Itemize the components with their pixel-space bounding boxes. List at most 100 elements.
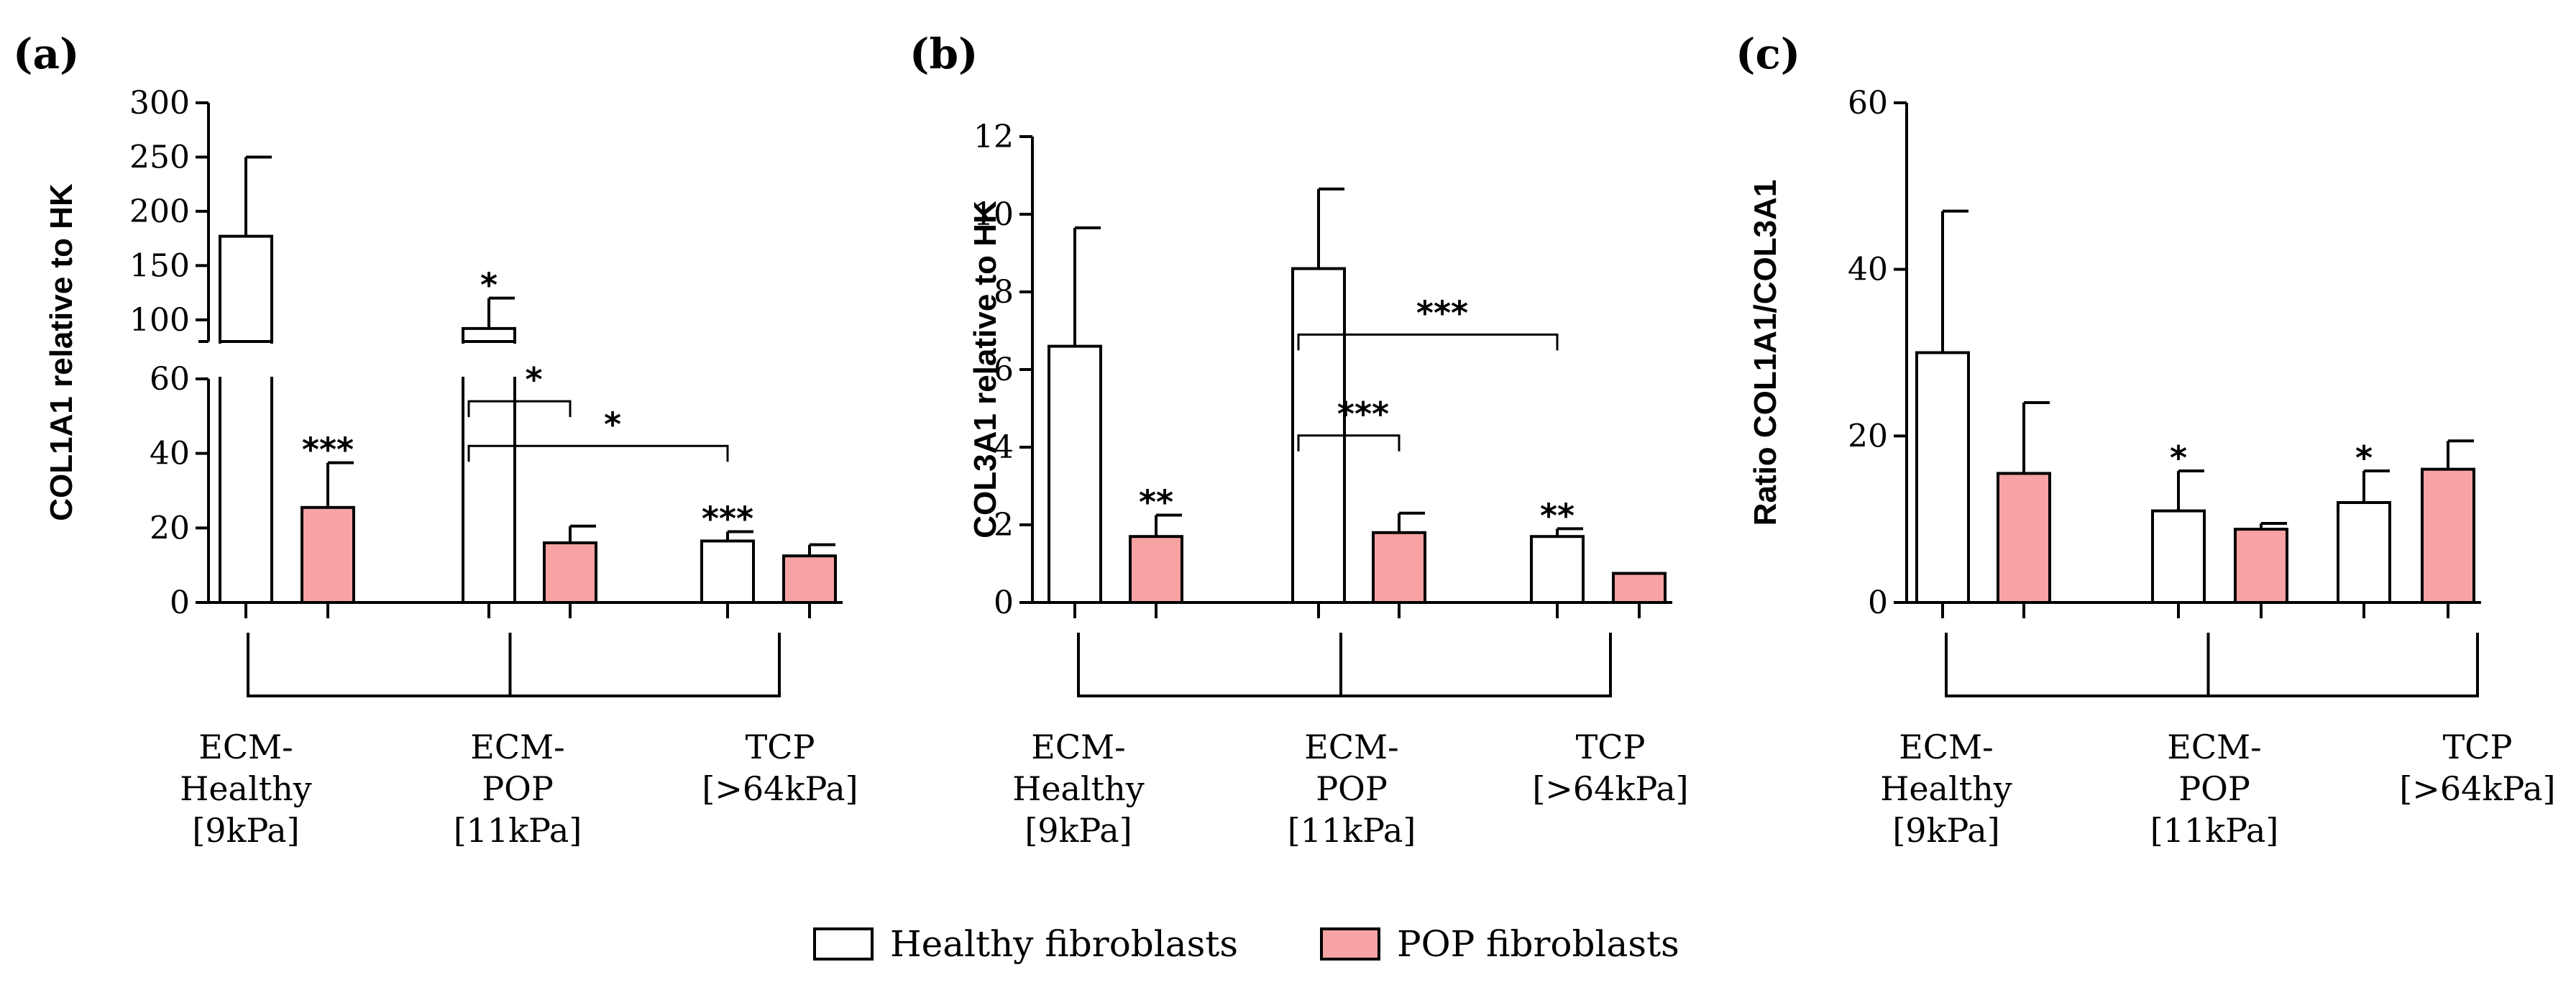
category-label-line: ECM- [1031, 728, 1125, 766]
comparison-bracket [1297, 434, 1401, 452]
category-label-line: TCP [746, 728, 815, 766]
bar-healthy [2337, 501, 2391, 604]
bar-pop [1129, 535, 1183, 605]
bar-healthy [700, 539, 755, 604]
category-label-line: Healthy [180, 769, 312, 808]
y-axis-label: COL3A1 relative to HK [968, 201, 1003, 538]
bar-healthy [1530, 535, 1585, 605]
y-tick-label: 6 [994, 352, 1014, 388]
panel-b: (b)COL3A1 relative to HK024681012*******… [909, 29, 1689, 850]
comparison-marker: *** [1416, 293, 1468, 332]
y-axis-label: Ratio COL1A1/COL3A1 [1748, 180, 1783, 526]
significance-marker: *** [302, 431, 354, 469]
axis-break-gap [217, 344, 275, 377]
category-label-line: [9kPa] [192, 811, 299, 850]
legend: Healthy fibroblasts POP fibroblasts [813, 923, 1679, 965]
bar-pop [2421, 467, 2475, 605]
y-tick-label: 150 [129, 247, 190, 284]
category-label: ECM-Healthy [9kPa] [1012, 728, 1145, 850]
legend-swatch-pop [1320, 927, 1380, 961]
y-axis-label: COL1A1 relative to HK [44, 183, 79, 521]
category-label-line: [>64kPa] [702, 769, 858, 808]
y-tick-label: 250 [129, 139, 190, 175]
category-label-line: [11kPa] [454, 811, 582, 850]
y-tick-label: 40 [150, 436, 190, 472]
category-label: ECM-POP [11kPa] [454, 728, 582, 850]
y-tick-label: 20 [1848, 418, 1888, 454]
y-tick-label: 300 [129, 85, 190, 122]
axis-break-gap [460, 344, 518, 377]
panel-letter: (c) [1736, 29, 1800, 78]
bar-pop [782, 554, 837, 604]
significance-marker: * [2355, 439, 2373, 477]
legend-label-pop: POP fibroblasts [1397, 923, 1679, 965]
bar-pop [301, 505, 355, 605]
category-label-line: TCP [2443, 728, 2513, 766]
panel-a: (a) COL1A1 relative to HK 0 20 40 60 100 150 200… [13, 29, 858, 850]
category-label: ECM-POP [11kPa] [2150, 728, 2279, 850]
y-tick-label: 8 [994, 274, 1014, 311]
category-label-line: [9kPa] [1025, 811, 1132, 850]
y-tick-label: 60 [1848, 85, 1888, 122]
legend-label-healthy: Healthy fibroblasts [890, 923, 1238, 965]
category-label-line: ECM- [2167, 728, 2261, 766]
category-label-line: [>64kPa] [2399, 769, 2555, 808]
bar-pop [2234, 528, 2288, 604]
group-bracket [1077, 633, 1612, 697]
comparison-bracket [467, 400, 572, 418]
category-label: ECM-Healthy [9kPa] [180, 728, 312, 850]
significance-marker: ** [1139, 483, 1173, 522]
category-label-line: Healthy [1880, 769, 2012, 808]
category-label-line: POP [482, 769, 554, 808]
comparison-bracket [467, 444, 729, 462]
category-label: TCP [>64kPa] [2399, 728, 2555, 808]
y-tick-label: 2 [994, 507, 1014, 544]
y-tick-label: 40 [1848, 252, 1888, 288]
category-label: ECM-Healthy [9kPa] [1880, 728, 2012, 850]
y-tick-label: 0 [170, 585, 190, 621]
bar-pop [543, 541, 597, 604]
category-label-line: Healthy [1012, 769, 1145, 808]
category-label-line: ECM- [470, 728, 564, 766]
category-label-line: [>64kPa] [1532, 769, 1688, 808]
comparison-bracket [1297, 333, 1559, 351]
category-label-line: ECM- [1899, 728, 1993, 766]
bar-healthy [1048, 344, 1102, 604]
bar-healthy [2151, 509, 2206, 604]
y-tick-label: 0 [1868, 585, 1888, 621]
category-label: ECM-POP [11kPa] [1288, 728, 1416, 850]
y-tick-label: 100 [129, 302, 190, 339]
significance-marker: *** [702, 500, 753, 538]
group-bracket [247, 633, 781, 697]
significance-marker: ** [1540, 496, 1575, 535]
category-label-line: POP [1316, 769, 1388, 808]
significance-marker: * [480, 266, 498, 305]
comparison-marker: *** [1337, 395, 1389, 434]
bar-healthy [219, 234, 273, 604]
y-tick-label: 20 [150, 510, 190, 546]
y-tick-label: 4 [994, 429, 1014, 466]
y-tick-label: 0 [994, 585, 1014, 621]
y-tick-label: 10 [973, 196, 1014, 233]
category-label-line: ECM- [1304, 728, 1398, 766]
y-tick-label: 12 [973, 119, 1014, 155]
significance-marker: * [2170, 439, 2187, 477]
category-label-line: TCP [1576, 728, 1646, 766]
panel-letter: (b) [909, 29, 978, 78]
bar-pop [1372, 531, 1426, 604]
category-label-line: POP [2178, 769, 2250, 808]
category-label: TCP [>64kPa] [1532, 728, 1688, 808]
legend-swatch-healthy [813, 927, 874, 961]
comparison-marker: * [604, 405, 621, 444]
category-label: TCP [>64kPa] [702, 728, 858, 808]
y-tick-label: 60 [150, 361, 190, 398]
bar-pop [1997, 472, 2051, 604]
category-label-line: [11kPa] [1288, 811, 1416, 850]
category-label-line: [9kPa] [1892, 811, 1999, 850]
category-label-line: ECM- [198, 728, 293, 766]
group-bracket [1945, 633, 2479, 697]
panel-letter: (a) [13, 29, 79, 78]
y-tick-label: 200 [129, 193, 190, 230]
